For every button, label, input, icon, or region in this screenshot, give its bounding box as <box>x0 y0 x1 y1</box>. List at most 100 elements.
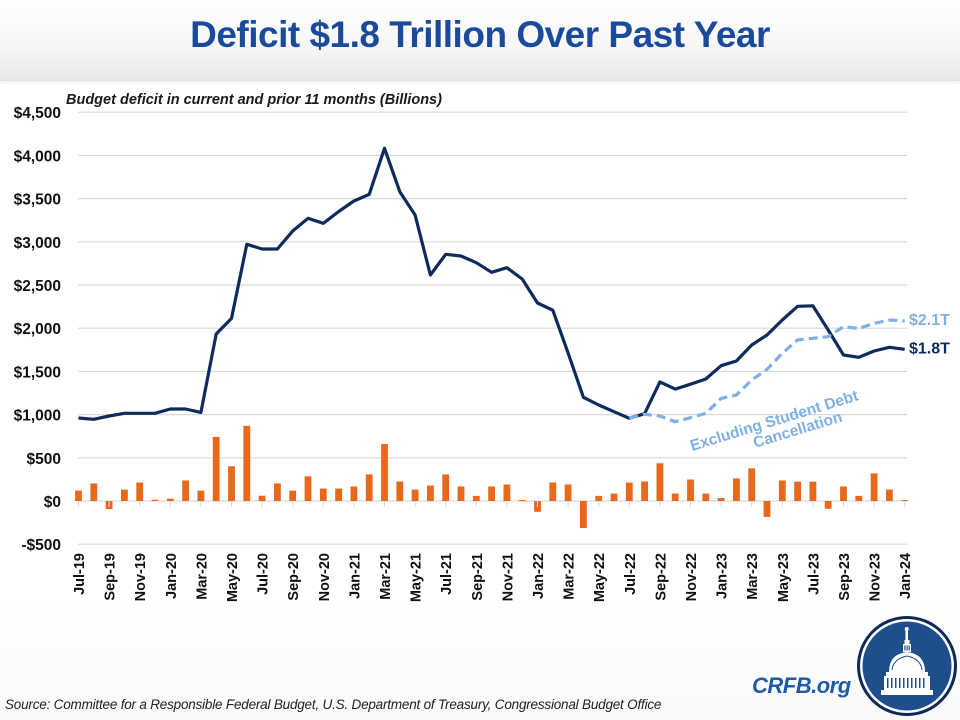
bar-Sep-20 <box>289 490 297 501</box>
x-tick-label: Sep-23 <box>837 553 853 601</box>
bar-Sep-21 <box>472 495 480 501</box>
bar-Jun-23 <box>794 481 801 501</box>
x-tick-label: Nov-21 <box>500 553 516 601</box>
x-tick-label: May-21 <box>409 553 425 602</box>
bar-Jun-21 <box>427 485 434 501</box>
y-tick-label: $500 <box>27 451 61 468</box>
x-tick-label: Jan-21 <box>347 553 363 599</box>
bar-Mar-23 <box>748 468 756 501</box>
bar-Dec-20 <box>335 488 342 501</box>
series-lines <box>78 146 905 424</box>
x-axis: Jul-19 Sep-19 Nov-19 Jan-20 Mar-20 May-20 Jul-… <box>72 501 914 602</box>
deficit-end-label: $1.8T <box>909 340 950 357</box>
bar-Feb-22 <box>549 482 557 501</box>
x-tick-label: Jul-21 <box>439 553 455 595</box>
bar-Jul-21 <box>442 474 450 501</box>
y-tick-label: $0 <box>44 494 61 511</box>
x-tick-label: Sep-20 <box>286 553 302 601</box>
x-tick-label: Jan-24 <box>898 553 914 599</box>
y-tick-label: $2,500 <box>14 278 61 295</box>
x-tick-label: Mar-21 <box>378 553 394 600</box>
deficit-line <box>78 146 905 421</box>
bar-Nov-23 <box>870 473 878 501</box>
bar-Mar-20 <box>197 490 205 501</box>
bar-Nov-22 <box>687 479 694 501</box>
bar-Nov-21 <box>503 484 511 501</box>
bar-Jan-20 <box>166 498 174 501</box>
bar-Oct-22 <box>671 493 679 501</box>
x-tick-label: May-22 <box>592 553 608 602</box>
x-tick-label: Nov-23 <box>868 553 884 601</box>
bar-Jan-23 <box>717 497 725 501</box>
x-tick-label: May-20 <box>225 553 241 602</box>
y-tick-label: $3,000 <box>14 235 61 252</box>
bar-Dec-23 <box>886 489 893 501</box>
bar-Dec-19 <box>151 499 159 501</box>
bar-Nov-20 <box>319 488 327 501</box>
x-tick-label: Sep-19 <box>103 553 119 601</box>
x-tick-label: Jan-23 <box>715 553 731 599</box>
bar-Jan-24 <box>901 500 909 501</box>
x-tick-label: Jan-22 <box>531 553 547 599</box>
bar-Dec-22 <box>702 493 710 501</box>
bar-May-20 <box>228 466 235 501</box>
bar-Feb-20 <box>182 480 189 501</box>
x-tick-label: Mar-20 <box>194 553 210 600</box>
source-note: Source: Committee for a Responsible Fede… <box>5 697 662 712</box>
excluding-end-label: $2.1T <box>909 312 950 329</box>
bar-Aug-20 <box>274 483 281 501</box>
bar-Jul-22 <box>625 482 633 501</box>
x-tick-label: May-23 <box>776 553 792 602</box>
x-tick-label: Nov-20 <box>317 553 333 601</box>
x-tick-label: Nov-19 <box>133 553 149 601</box>
x-tick-label: Mar-22 <box>562 553 578 600</box>
bar-Jun-20 <box>243 425 251 501</box>
capitol-dome-icon <box>857 616 957 716</box>
bar-Sep-23 <box>840 486 847 501</box>
x-tick-label: Sep-21 <box>470 553 486 601</box>
bar-Feb-21 <box>365 474 373 501</box>
bar-Apr-22 <box>580 501 587 529</box>
bar-Jan-21 <box>350 486 358 501</box>
x-tick-label: Jul-22 <box>623 553 639 595</box>
bar-Aug-22 <box>641 481 648 501</box>
excluding-student-debt-line <box>628 318 905 424</box>
x-tick-label: Jul-19 <box>72 553 88 595</box>
bar-Mar-22 <box>564 484 572 501</box>
title-banner: Deficit $1.8 Trillion Over Past Year <box>0 0 960 81</box>
y-tick-label: $1,500 <box>14 364 61 381</box>
page-title: Deficit $1.8 Trillion Over Past Year <box>190 14 770 55</box>
chart-subtitle: Budget deficit in current and prior 11 m… <box>66 92 442 108</box>
gridlines <box>78 111 907 545</box>
bar-Jul-19 <box>75 490 82 501</box>
bar-Feb-23 <box>733 478 740 501</box>
y-tick-label: $1,000 <box>14 408 61 425</box>
bar-Aug-21 <box>457 486 465 501</box>
y-axis: -$500 $0 $500 $1,000 $1,500 $2,000 $2,500 $3,00… <box>14 105 61 554</box>
bar-Nov-19 <box>136 482 144 501</box>
bar-Oct-19 <box>121 489 128 501</box>
bar-Oct-21 <box>488 486 495 501</box>
x-tick-label: Jul-20 <box>256 553 272 595</box>
y-tick-label: -$500 <box>21 537 61 554</box>
bar-May-23 <box>778 480 786 501</box>
x-tick-label: Jan-20 <box>164 553 180 599</box>
bar-May-22 <box>595 495 603 501</box>
bar-Sep-22 <box>656 463 664 501</box>
bar-Jul-23 <box>809 481 817 501</box>
bar-Jun-22 <box>610 493 618 501</box>
bar-Oct-20 <box>304 476 312 501</box>
y-tick-label: $3,500 <box>14 192 61 209</box>
bar-Aug-23 <box>824 501 832 509</box>
bar-Jul-20 <box>258 495 266 501</box>
x-tick-label: Jul-23 <box>806 553 822 595</box>
bar-Apr-21 <box>396 481 404 501</box>
bar-Dec-21 <box>518 499 526 501</box>
footer-band <box>0 600 960 720</box>
brand-link[interactable]: CRFB.org <box>752 673 851 698</box>
y-tick-label: $4,000 <box>14 148 61 165</box>
y-tick-label: $4,500 <box>14 105 61 122</box>
bar-Mar-21 <box>381 444 388 501</box>
